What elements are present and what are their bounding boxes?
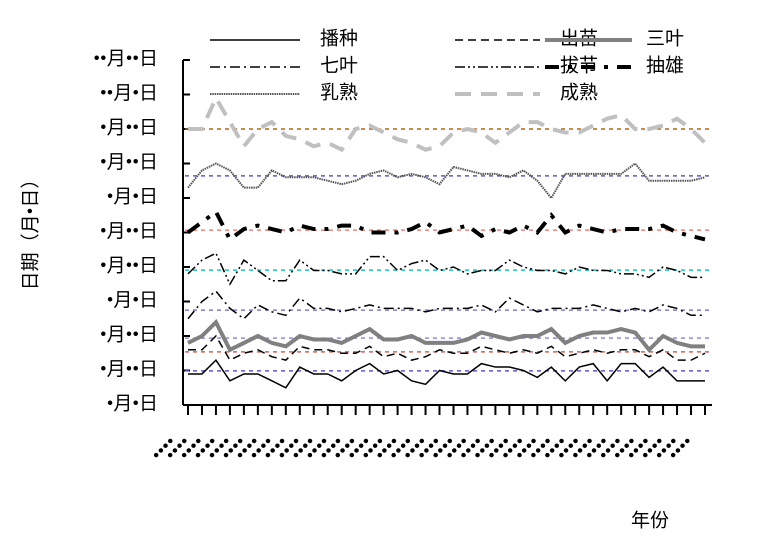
y-tick-label: •月•日 xyxy=(107,290,158,311)
y-tick-label: •月••日 xyxy=(100,152,158,173)
y-tick-label: •月•日 xyxy=(107,186,158,207)
series-line xyxy=(187,290,705,320)
legend-label: 播种 xyxy=(320,27,358,49)
y-tick-label: ••月••日 xyxy=(93,48,158,69)
series-line xyxy=(186,208,706,243)
y-tick-label: •月••日 xyxy=(100,221,158,242)
y-tick-label: •月••日 xyxy=(100,117,158,138)
y-axis-label: 日期（月•日） xyxy=(19,170,41,291)
legend-label: 拔节 xyxy=(560,54,598,76)
y-tick-label: •月•日 xyxy=(107,393,158,414)
y-tick-label: •月••日 xyxy=(100,359,158,380)
series-line xyxy=(188,358,705,389)
y-tick-label: •月••日 xyxy=(100,255,158,276)
series-line xyxy=(187,318,705,353)
series-line xyxy=(187,252,705,286)
x-axis-label: 年份 xyxy=(631,509,669,531)
series-line xyxy=(188,334,706,362)
series-line xyxy=(188,93,707,153)
legend-label: 七叶 xyxy=(320,54,358,76)
series-line xyxy=(187,162,706,200)
y-tick-label: •月••日 xyxy=(100,324,158,345)
y-tick-label: ••月•日 xyxy=(100,83,158,104)
legend-label: 乳熟 xyxy=(320,81,358,103)
legend-label: 三叶 xyxy=(646,27,684,49)
legend-label: 成熟 xyxy=(560,81,598,103)
legend-label: 抽雄 xyxy=(646,54,684,76)
